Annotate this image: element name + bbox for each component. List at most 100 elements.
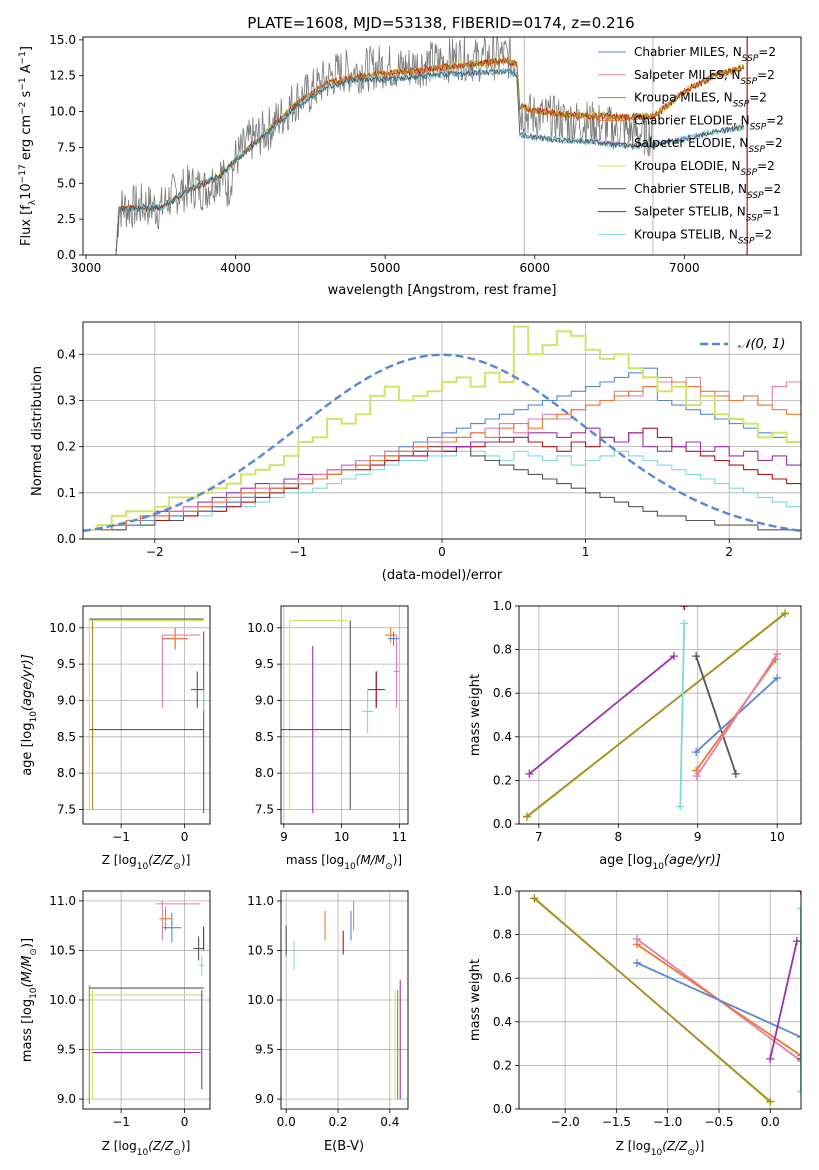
y-tick-label: 9.0: [57, 693, 76, 707]
y-tick-label: 0.0: [493, 1102, 512, 1116]
y-tick-label: 0.4: [493, 1015, 512, 1029]
label-part: (age/yr)]: [664, 853, 721, 868]
x-tick-label: 9: [694, 830, 702, 844]
weight-line-chabrier-stelib: [695, 655, 737, 775]
y-tick-label: 10.0: [49, 993, 76, 1007]
label-part: )]: [393, 853, 402, 867]
spectrum-panel: 3000 4000 5000 6000 7000 0.0 2.5 5.0 7.5 10.0 12.5…: [18, 33, 802, 298]
label-part: Z [log: [616, 1139, 651, 1153]
y-axis-label: age [log10(age/yr)]: [20, 654, 39, 776]
weight-marker: [676, 802, 685, 811]
x-tick-label: −1.0: [653, 1115, 682, 1129]
histogram-salpeter-stelib: [83, 427, 801, 531]
weight-marker: [797, 937, 801, 946]
legend-entry: Chabrier ELODIE, NSSP=2: [634, 113, 784, 132]
label-part: 10: [137, 862, 149, 872]
y-tick-label: 8.5: [255, 730, 274, 744]
label-part: =1: [762, 205, 780, 219]
y-axis-label: Flux [fλ10−17 erg cm−2 s−1 A−1]: [18, 46, 38, 246]
label-part: −1: [18, 77, 28, 90]
label-part: =2: [766, 113, 784, 127]
histogram-kroupa-stelib: [83, 450, 801, 531]
plot-area: [88, 618, 205, 814]
x-tick-label: 6000: [519, 261, 550, 275]
x-axis-label: age [log10(age/yr)]: [599, 853, 721, 872]
y-tick-label: 0.6: [493, 971, 512, 985]
residual-histogram-panel: −2 −1 0 1 2 0.0 0.1 0.2 0.3 0.4 𝒩(0, 1) (data-model…: [30, 321, 802, 583]
axes-frame: [518, 605, 802, 825]
weight-marker: [781, 609, 790, 618]
label-part: )]: [20, 938, 35, 948]
x-tick-label: 0.0: [761, 1115, 780, 1129]
y-tick-label: 0.2: [493, 1058, 512, 1072]
y-tick-label: 8.0: [57, 766, 76, 780]
x-tick-label: 0: [438, 545, 446, 559]
label-part: Kroupa STELIB, N: [634, 227, 738, 241]
label-part: age [log: [599, 853, 652, 868]
label-part: 10: [652, 862, 664, 872]
y-tick-label: 0.4: [493, 730, 512, 744]
label-part: Flux [f: [19, 205, 34, 246]
weight-marker: [797, 1087, 801, 1096]
label-part: =2: [765, 136, 783, 150]
y-axis-label: mass weight: [468, 959, 483, 1041]
plot-area: [522, 606, 790, 822]
y-tick-label: 12.5: [49, 69, 76, 83]
plot-area: [83, 325, 801, 533]
y-tick-label: 9.5: [255, 657, 274, 671]
x-axis-label: Z [log10(Z/Z⊙)]: [102, 853, 191, 872]
label-part: Chabrier STELIB, N: [634, 182, 747, 196]
age-vs-mass-weight-panel: 7 8 9 10 0.0 0.2 0.4 0.6 0.8 1.0 mass weight age [l…: [468, 599, 802, 872]
weight-line-salpeter-miles: [696, 653, 778, 777]
legend-entry: Salpeter MILES, NSSP=2: [634, 68, 775, 87]
label-part: ⊙: [29, 948, 39, 956]
x-tick-label: 5000: [370, 261, 401, 275]
weight-line-salpeter-elodie: [528, 655, 675, 775]
legend-entry: Kroupa ELODIE, NSSP=2: [634, 159, 775, 178]
label-part: SSP: [741, 168, 758, 178]
label-part: age [log: [20, 723, 35, 776]
x-tick-label: −1: [112, 830, 130, 844]
weight-marker: [797, 904, 801, 913]
label-part: =2: [749, 91, 767, 105]
label-part: Z [log: [102, 853, 137, 867]
label-part: )]: [695, 1139, 704, 1153]
label-part: Z [log: [102, 1139, 137, 1153]
axes-frame: [82, 321, 802, 540]
x-axis-label: E(B-V): [324, 1139, 364, 1154]
model-spectrum-kroupa-miles: [115, 56, 745, 255]
plot-area: [88, 900, 205, 1105]
legend-entry: Salpeter STELIB, NSSP=1: [634, 205, 780, 224]
y-axis-label: mass weight: [468, 674, 483, 756]
label-part: (M/M: [356, 853, 386, 867]
x-tick-label: 0.4: [380, 1115, 399, 1129]
label-part: Salpeter MILES, N: [634, 68, 741, 82]
weight-marker: [731, 769, 740, 778]
axes-frame: [280, 605, 409, 825]
label-part: SSP: [742, 54, 759, 64]
weight-marker: [522, 812, 531, 821]
x-axis-label: Z [log10(Z/Z⊙)]: [616, 1139, 705, 1158]
x-tick-label: 0.0: [277, 1115, 296, 1129]
y-tick-label: 11.0: [49, 894, 76, 908]
weight-marker: [797, 1051, 801, 1060]
y-tick-label: 8.0: [255, 766, 274, 780]
label-part: ⊙: [173, 1148, 181, 1158]
x-tick-label: 10: [770, 830, 785, 844]
weight-marker: [680, 606, 689, 610]
label-part: 10: [29, 987, 39, 999]
x-tick-label: −1.5: [602, 1115, 631, 1129]
label-part: mass [log: [20, 999, 35, 1062]
weight-marker: [692, 772, 701, 781]
label-part: Salpeter STELIB, N: [634, 205, 746, 219]
label-part: SSP: [733, 100, 750, 110]
label-part: mass [log: [286, 853, 344, 867]
y-tick-label: 0.8: [493, 643, 512, 657]
label-part: (Z/Z: [662, 1139, 688, 1153]
histogram-kroupa-elodie: [83, 325, 801, 531]
weight-marker: [669, 652, 678, 661]
label-part: SSP: [748, 145, 765, 155]
metallicity-vs-age-panel: −1 07.58.08.59.09.510.0Z [log10(Z/Z⊙)]age…: [20, 605, 211, 872]
label-part: Kroupa MILES, N: [634, 91, 733, 105]
